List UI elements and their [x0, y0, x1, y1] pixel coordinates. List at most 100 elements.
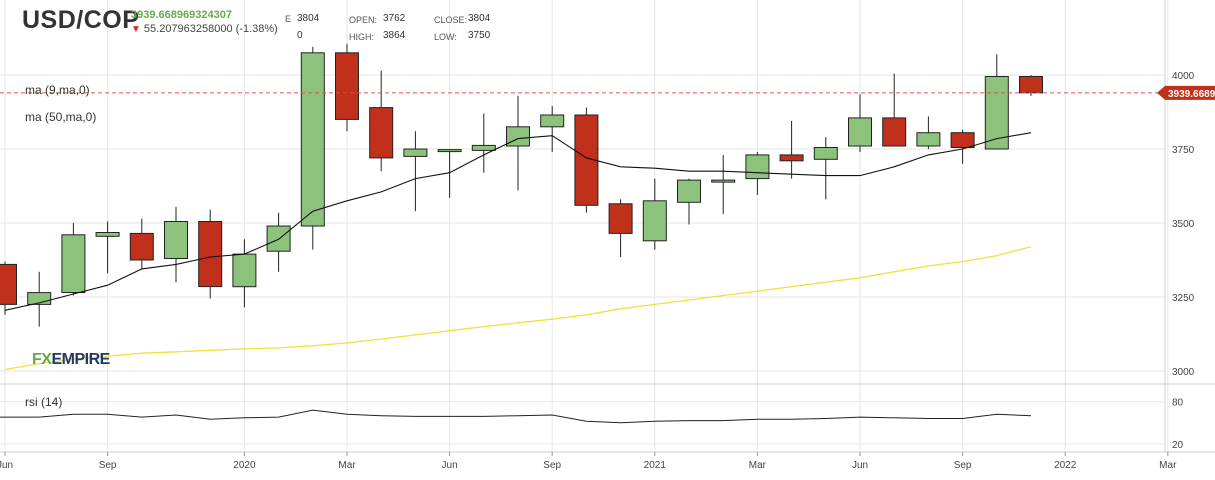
x-tick-label: Mar [338, 460, 356, 471]
candle-body-down [574, 114, 599, 206]
candle[interactable] [27, 271, 52, 327]
candle-body-up [745, 154, 770, 180]
y-tick-label: 3000 [1172, 367, 1195, 378]
candle-body-up [677, 179, 701, 203]
x-tick-label: Mar [1159, 460, 1177, 471]
ma50-line [4, 246, 1032, 371]
truncated-value-2: 0 [297, 30, 303, 41]
candle[interactable] [232, 239, 257, 308]
candle[interactable] [642, 178, 667, 250]
candle-body-up [95, 232, 120, 237]
candle-body-down [950, 132, 975, 148]
candle-body-up [232, 253, 257, 288]
candlesticks[interactable] [0, 43, 1043, 327]
candle-body-up [471, 144, 496, 151]
x-tick-label: 2020 [233, 460, 256, 471]
down-arrow-icon: ▼ [131, 24, 141, 35]
candle-body-down [608, 203, 633, 234]
ma50-series [4, 246, 1032, 371]
candle-body-up [506, 126, 530, 147]
grid [0, 0, 1169, 452]
truncated-value-1: 3804 [297, 13, 320, 24]
current-price: 3939.668969324307 [131, 9, 232, 21]
candle-body-up [642, 200, 667, 242]
candle[interactable] [369, 70, 394, 172]
candle[interactable] [882, 73, 907, 147]
candle-body-down [198, 221, 223, 288]
candle-body-down [129, 232, 154, 261]
candle-body-up [437, 149, 462, 153]
price-change-value: 55.207963258000 (-1.38%) [143, 23, 278, 35]
candle[interactable] [608, 199, 633, 258]
x-tick-label: 2022 [1054, 460, 1077, 471]
price-change: ▼ 55.207963258000 (-1.38%) [131, 23, 278, 35]
x-tick-label: Sep [99, 460, 117, 471]
candle[interactable] [984, 54, 1009, 150]
candle[interactable] [164, 206, 188, 283]
x-tick-label: Sep [543, 460, 561, 471]
candle-body-up [164, 221, 188, 259]
low-label: LOW: [434, 32, 457, 42]
candle[interactable] [471, 113, 496, 173]
x-tick-label: Jun [442, 460, 458, 471]
candle-body-down [1019, 76, 1043, 94]
candle[interactable] [711, 154, 736, 215]
y-tick-label: 3500 [1172, 219, 1195, 230]
candle[interactable] [506, 95, 530, 191]
candle[interactable] [300, 46, 325, 250]
rsi-line [0, 409, 1032, 424]
x-tick-label: Mar [749, 460, 767, 471]
logo-empire: EMPIRE [51, 351, 110, 368]
close-label: CLOSE: [434, 15, 468, 25]
candle-body-up [300, 52, 325, 227]
rsi-tick-label: 20 [1172, 440, 1184, 451]
x-tick-label: Jun [0, 460, 13, 471]
candle[interactable] [848, 94, 872, 152]
candle[interactable] [950, 129, 975, 164]
low-value: 3750 [468, 30, 491, 41]
candle[interactable] [335, 43, 359, 132]
current-price-badge [1157, 85, 1215, 100]
candle[interactable] [95, 221, 120, 274]
open-label: OPEN: [349, 15, 378, 25]
logo-fx: FX [32, 351, 52, 368]
close-value: 3804 [468, 13, 491, 24]
candle[interactable] [0, 261, 17, 315]
open-value: 3762 [383, 13, 406, 24]
current-price-tag: 3939.6689 [0, 85, 1215, 100]
candle[interactable] [129, 218, 154, 269]
ma50-label: ma (50,ma,0) [25, 110, 97, 124]
candle[interactable] [437, 149, 462, 198]
candle-body-up [403, 148, 428, 157]
x-tick-label: Sep [954, 460, 972, 471]
candle-body-up [27, 292, 52, 305]
candle[interactable] [574, 107, 599, 213]
candle[interactable] [677, 178, 701, 225]
candle[interactable] [813, 137, 838, 200]
candle-body-up [813, 147, 838, 160]
candle-body-up [61, 234, 86, 294]
candle-body-down [369, 107, 394, 159]
candle-body-down [0, 263, 17, 305]
truncated-label: E [285, 14, 292, 24]
candle[interactable] [61, 223, 86, 296]
ma9-label: ma (9,ma,0) [25, 83, 90, 97]
candle-body-down [779, 154, 804, 162]
candle-body-down [882, 117, 907, 147]
candle-body-up [916, 132, 941, 147]
candle[interactable] [198, 209, 223, 299]
symbol-title: USD/COP [22, 6, 140, 34]
candle[interactable] [916, 116, 941, 149]
x-tick-label: Jun [852, 460, 868, 471]
rsi-series [0, 409, 1032, 424]
candle[interactable] [779, 120, 804, 179]
high-value: 3864 [383, 30, 406, 41]
ma9-line [4, 132, 1032, 311]
y-tick-label: 3750 [1172, 145, 1195, 156]
candle[interactable] [540, 106, 565, 152]
rsi-tick-label: 80 [1172, 398, 1184, 409]
candle-body-down [335, 52, 359, 120]
candle[interactable] [403, 131, 428, 212]
